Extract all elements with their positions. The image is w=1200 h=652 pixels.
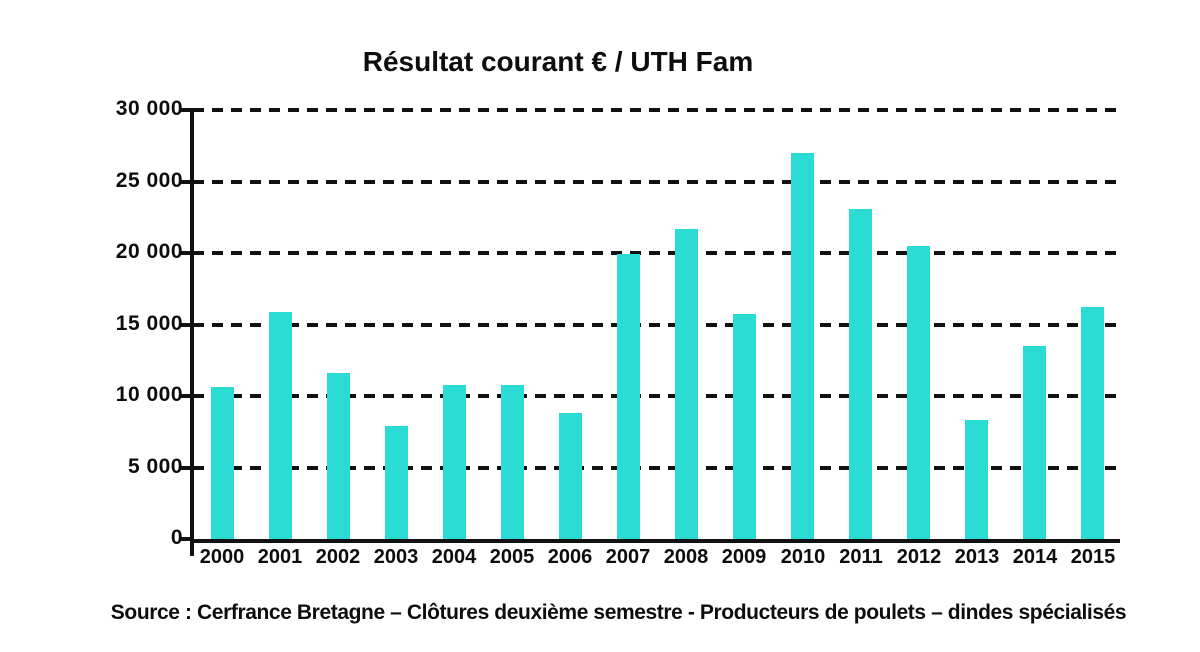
x-tick-label-2009: 2009 xyxy=(721,546,767,568)
y-tick-label-5000: 5 000 xyxy=(127,454,183,478)
bar-2007 xyxy=(617,254,640,539)
x-tick-label-2007: 2007 xyxy=(605,546,651,568)
bar-2006 xyxy=(559,413,582,539)
x-tick-label-2015: 2015 xyxy=(1070,546,1116,568)
x-tick-label-2006: 2006 xyxy=(547,546,593,568)
y-tick-mark-0 xyxy=(181,537,191,541)
source-note: Source : Cerfrance Bretagne – Clôtures d… xyxy=(110,601,1127,624)
bar-2008 xyxy=(675,229,698,539)
x-tick-label-2012: 2012 xyxy=(896,546,942,568)
bar-2000 xyxy=(211,387,234,539)
y-tick-label-25000: 25 000 xyxy=(115,168,183,192)
x-tick-label-2008: 2008 xyxy=(663,546,709,568)
bar-2013 xyxy=(965,420,988,539)
x-tick-label-2014: 2014 xyxy=(1012,546,1058,568)
gridline-5000 xyxy=(193,465,1120,470)
x-tick-label-2001: 2001 xyxy=(257,546,303,568)
gridline-30000 xyxy=(193,108,1120,112)
chart-title: Résultat courant € / UTH Fam xyxy=(362,46,754,77)
y-tick-mark-20000 xyxy=(181,251,191,255)
bar-2012 xyxy=(907,246,930,539)
y-tick-label-10000: 10 000 xyxy=(115,383,183,406)
y-tick-label-30000: 30 000 xyxy=(115,97,183,120)
y-tick-mark-5000 xyxy=(181,465,191,470)
bar-2010 xyxy=(791,153,814,539)
gridline-15000 xyxy=(193,322,1120,327)
x-tick-label-2004: 2004 xyxy=(431,546,477,568)
x-tick-label-2002: 2002 xyxy=(315,546,361,568)
x-axis-line xyxy=(190,539,1120,543)
bar-2011 xyxy=(849,209,872,539)
x-tick-label-2003: 2003 xyxy=(373,546,419,568)
y-tick-label-20000: 20 000 xyxy=(115,240,183,263)
bar-2004 xyxy=(443,385,466,539)
gridline-10000 xyxy=(193,394,1120,398)
y-axis-line xyxy=(190,108,194,556)
y-tick-mark-10000 xyxy=(181,394,191,398)
bar-2014 xyxy=(1023,346,1046,539)
gridline-20000 xyxy=(193,251,1120,255)
y-tick-mark-30000 xyxy=(181,108,191,112)
bar-2001 xyxy=(269,312,292,539)
x-tick-label-2010: 2010 xyxy=(780,546,826,568)
gridline-25000 xyxy=(193,179,1120,184)
bar-2005 xyxy=(501,385,524,539)
x-tick-label-2011: 2011 xyxy=(839,546,883,568)
y-tick-label-15000: 15 000 xyxy=(115,311,183,335)
bar-2002 xyxy=(327,373,350,539)
y-tick-mark-25000 xyxy=(181,179,191,184)
x-tick-label-2005: 2005 xyxy=(489,546,535,568)
y-tick-mark-15000 xyxy=(181,322,191,327)
x-tick-label-2000: 2000 xyxy=(199,546,245,568)
plot-area xyxy=(193,108,1120,539)
y-tick-label-0: 0 xyxy=(170,526,183,549)
x-tick-label-2013: 2013 xyxy=(954,546,1000,568)
bar-2009 xyxy=(733,314,756,539)
bar-2003 xyxy=(385,426,408,539)
bar-2015 xyxy=(1081,307,1104,539)
